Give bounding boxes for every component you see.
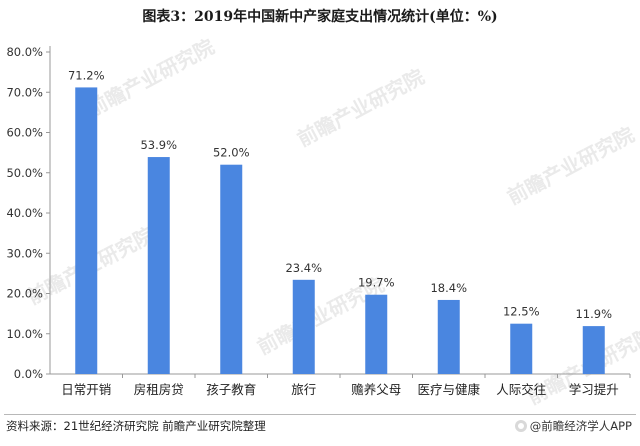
data-label: 19.7% [358, 276, 395, 290]
data-label: 52.0% [213, 146, 250, 160]
x-tick-label: 人际交往 [496, 382, 546, 397]
brand-logo-icon [514, 420, 527, 432]
x-tick-label: 学习提升 [569, 382, 619, 397]
data-label: 71.2% [68, 68, 105, 82]
data-label: 12.5% [503, 305, 540, 319]
x-tick-label: 日常开销 [61, 382, 111, 397]
source-note: 资料来源：21世纪经济研究院 前瞻产业研究院整理 [6, 419, 266, 433]
x-tick-label: 医疗与健康 [417, 382, 480, 397]
bar [292, 279, 315, 374]
bar [437, 299, 460, 374]
y-tick-label: 70.0% [6, 85, 43, 99]
bar [582, 326, 605, 374]
bar [510, 323, 533, 374]
y-tick-label: 40.0% [6, 206, 43, 220]
bar [220, 164, 243, 374]
data-label: 11.9% [575, 307, 612, 321]
y-tick-label: 0.0% [14, 367, 43, 381]
y-tick-label: 50.0% [6, 166, 43, 180]
y-tick-label: 20.0% [6, 287, 43, 301]
data-label: 23.4% [285, 261, 322, 275]
footer-divider [4, 414, 636, 415]
y-tick-label: 10.0% [6, 327, 43, 341]
x-tick-label: 赡养父母 [351, 382, 401, 397]
bar [147, 157, 170, 374]
y-tick-label: 60.0% [6, 126, 43, 140]
x-tick-label: 孩子教育 [206, 382, 256, 397]
bar-chart: 0.0% 10.0% 20.0% 30.0% 40.0% 50.0% 60.0% 70.0% 8… [6, 45, 631, 397]
bar [75, 87, 98, 375]
chart-title: 图表3：2019年中国新中产家庭支出情况统计(单位：%) [142, 9, 498, 25]
data-label: 18.4% [430, 281, 467, 295]
brand-text: @前瞻经济学人APP [529, 419, 632, 433]
data-label: 53.9% [140, 138, 177, 152]
y-tick-label: 30.0% [6, 246, 43, 260]
x-tick-label: 房租房贷 [134, 382, 184, 397]
bar [365, 294, 388, 374]
x-tick-label: 旅行 [291, 382, 316, 397]
y-tick-label: 80.0% [6, 45, 43, 59]
brand-label: @前瞻经济学人APP [514, 418, 632, 434]
